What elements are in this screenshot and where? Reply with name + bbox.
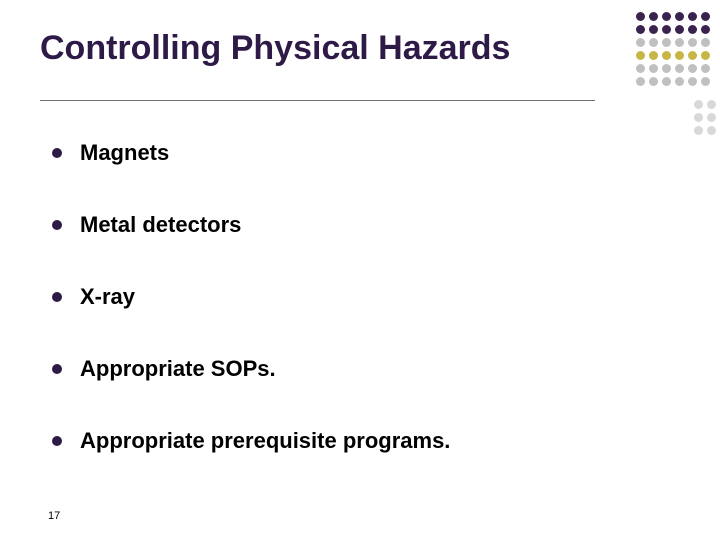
decor-dot xyxy=(701,51,710,60)
slide-title: Controlling Physical Hazards xyxy=(40,30,600,67)
decor-row xyxy=(636,64,710,73)
bullet-text: Appropriate prerequisite programs. xyxy=(80,428,450,454)
decor-row xyxy=(636,25,710,34)
list-item: X-ray xyxy=(52,284,660,310)
decor-dot xyxy=(649,51,658,60)
list-item: Magnets xyxy=(52,140,660,166)
decor-dot xyxy=(675,12,684,21)
decor-dot xyxy=(649,77,658,86)
bullet-text: X-ray xyxy=(80,284,135,310)
decor-dot xyxy=(675,64,684,73)
decor-dot xyxy=(701,12,710,21)
bullet-icon xyxy=(52,292,62,302)
decor-row xyxy=(694,100,716,109)
decor-dot xyxy=(707,113,716,122)
decor-dot xyxy=(688,25,697,34)
decor-dot xyxy=(649,12,658,21)
bullet-icon xyxy=(52,436,62,446)
slide: Controlling Physical Hazards Magnets Meta… xyxy=(0,0,720,540)
decor-row xyxy=(694,113,716,122)
decor-dot xyxy=(649,38,658,47)
decor-dot xyxy=(701,25,710,34)
list-item: Appropriate SOPs. xyxy=(52,356,660,382)
decor-dot xyxy=(675,51,684,60)
decor-dot xyxy=(701,64,710,73)
decor-dot xyxy=(694,113,703,122)
title-underline xyxy=(40,100,595,101)
list-item: Appropriate prerequisite programs. xyxy=(52,428,660,454)
decor-dot xyxy=(636,25,645,34)
decor-dot xyxy=(662,64,671,73)
decor-dot xyxy=(707,100,716,109)
bullet-text: Metal detectors xyxy=(80,212,241,238)
decor-dot xyxy=(636,77,645,86)
decor-row xyxy=(636,12,710,21)
decor-dot xyxy=(662,25,671,34)
decor-row xyxy=(636,51,710,60)
decor-dot xyxy=(649,64,658,73)
decor-dot xyxy=(636,38,645,47)
bullet-text: Appropriate SOPs. xyxy=(80,356,276,382)
decor-dot xyxy=(688,77,697,86)
bullet-text: Magnets xyxy=(80,140,169,166)
title-region: Controlling Physical Hazards xyxy=(40,30,600,67)
decor-row xyxy=(694,126,716,135)
decor-dot xyxy=(701,38,710,47)
decor-dot xyxy=(688,51,697,60)
decor-top-right xyxy=(636,12,710,90)
decor-dot xyxy=(688,12,697,21)
decor-dot xyxy=(662,77,671,86)
decor-dot xyxy=(701,77,710,86)
bullet-icon xyxy=(52,148,62,158)
decor-dot xyxy=(675,25,684,34)
decor-dot xyxy=(694,126,703,135)
decor-dot xyxy=(662,38,671,47)
decor-dot xyxy=(688,38,697,47)
decor-dot xyxy=(662,12,671,21)
page-number: 17 xyxy=(48,510,60,522)
decor-row xyxy=(636,77,710,86)
decor-dot xyxy=(636,64,645,73)
decor-dot xyxy=(675,38,684,47)
decor-dot xyxy=(688,64,697,73)
decor-dot xyxy=(636,51,645,60)
bullet-icon xyxy=(52,220,62,230)
decor-dot xyxy=(636,12,645,21)
decor-dot xyxy=(649,25,658,34)
list-item: Metal detectors xyxy=(52,212,660,238)
decor-dot xyxy=(707,126,716,135)
decor-right-mid xyxy=(694,100,716,139)
decor-dot xyxy=(675,77,684,86)
decor-dot xyxy=(662,51,671,60)
bullet-icon xyxy=(52,364,62,374)
decor-dot xyxy=(694,100,703,109)
decor-row xyxy=(636,38,710,47)
bullet-list: Magnets Metal detectors X-ray Appropriate S… xyxy=(52,140,660,454)
